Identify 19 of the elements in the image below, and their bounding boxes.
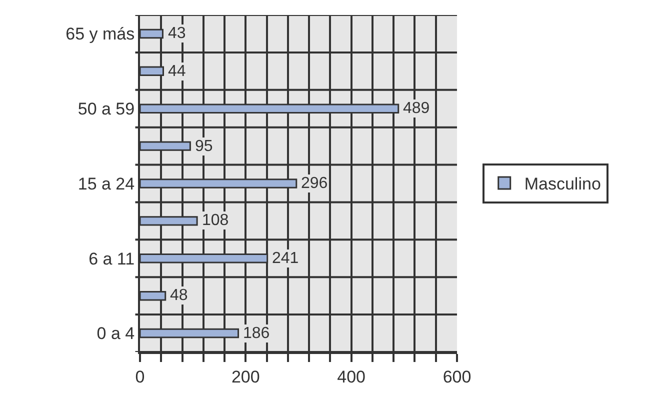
y-tick-label: 0 a 4 bbox=[96, 324, 135, 344]
data-label: 43 bbox=[168, 25, 186, 42]
data-label: 489 bbox=[403, 100, 430, 117]
data-label: 241 bbox=[272, 250, 299, 267]
data-label: 296 bbox=[301, 175, 328, 192]
x-tick-label: 200 bbox=[231, 367, 260, 386]
data-label: 44 bbox=[168, 63, 186, 80]
x-tick-label: 400 bbox=[337, 367, 366, 386]
x-tick-label: 0 bbox=[135, 367, 145, 386]
data-label: 108 bbox=[202, 212, 229, 229]
data-label: 95 bbox=[195, 138, 213, 155]
x-tick-label: 600 bbox=[442, 367, 472, 386]
y-tick-label: 65 y más bbox=[66, 24, 135, 44]
y-tick-label: 15 a 24 bbox=[78, 174, 135, 194]
y-tick-label: 6 a 11 bbox=[88, 249, 135, 268]
data-label: 48 bbox=[170, 287, 188, 304]
y-tick-label: 50 a 59 bbox=[78, 100, 135, 119]
data-label: 186 bbox=[243, 325, 270, 342]
legend-label: Masculino bbox=[524, 174, 601, 194]
